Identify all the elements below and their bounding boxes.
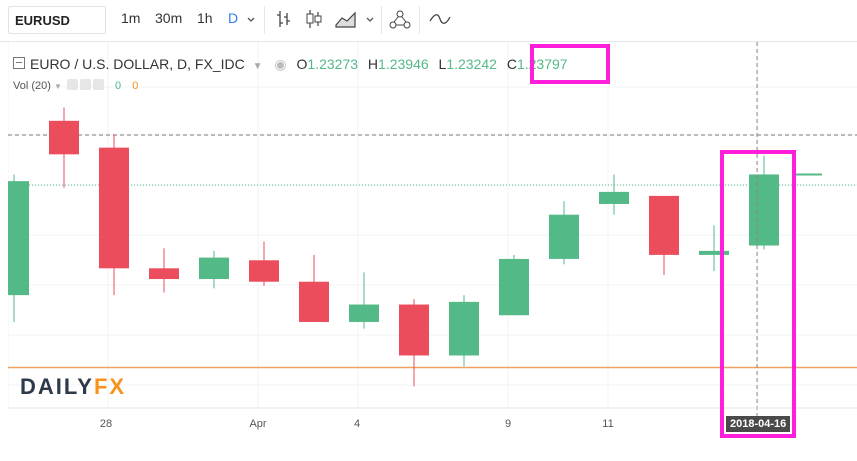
volume-ma-value: 0 <box>132 80 138 92</box>
volume-label: Vol (20) <box>13 80 51 92</box>
candle-body[interactable] <box>299 282 329 322</box>
candle-body[interactable] <box>49 121 79 155</box>
chevron-down-icon[interactable]: ▼ <box>54 82 62 91</box>
low-value: 1.23242 <box>446 56 497 72</box>
candle-body[interactable] <box>349 305 379 322</box>
candle-body[interactable] <box>8 181 29 295</box>
candle-body[interactable] <box>549 215 579 259</box>
x-tick-label: 9 <box>505 418 511 430</box>
indicators-icon[interactable] <box>388 9 412 36</box>
candle-body[interactable] <box>199 258 229 279</box>
candle-body[interactable] <box>399 305 429 356</box>
divider <box>381 6 382 34</box>
last-candle-highlight <box>720 150 796 438</box>
close-value-highlight <box>530 44 610 84</box>
candle-body[interactable] <box>249 260 279 281</box>
candle-body[interactable] <box>149 268 179 279</box>
chevron-down-icon[interactable] <box>365 12 375 30</box>
open-value: 1.23273 <box>307 56 358 72</box>
candle-body[interactable] <box>649 196 679 255</box>
compare-icon[interactable] <box>428 9 452 34</box>
divider <box>264 6 265 34</box>
candle-body[interactable] <box>599 192 629 204</box>
bar-style-icon[interactable] <box>276 9 292 34</box>
interval-30m-button[interactable]: 30m <box>155 10 182 26</box>
high-label: H <box>368 56 378 72</box>
logo-text-daily: DAILY <box>20 374 94 399</box>
x-tick-label: Apr <box>249 418 266 430</box>
logo-text-fx: FX <box>94 374 126 399</box>
collapse-icon[interactable] <box>13 57 25 69</box>
chart-toolbar: EURUSD 1m 30m 1h D <box>0 0 857 42</box>
symbol-search-input[interactable]: EURUSD <box>8 6 106 34</box>
candle-body[interactable] <box>99 148 129 269</box>
chevron-down-icon[interactable]: ▼ <box>253 61 263 72</box>
volume-value: 0 <box>115 80 121 92</box>
candles-icon[interactable] <box>305 9 323 34</box>
x-tick-label: 4 <box>354 418 360 430</box>
x-tick-label: 28 <box>100 418 112 430</box>
area-icon[interactable] <box>335 9 357 34</box>
dailyfx-logo: DAILYFX <box>20 374 126 400</box>
candle-body[interactable] <box>449 302 479 356</box>
divider <box>419 6 420 34</box>
high-value: 1.23946 <box>378 56 429 72</box>
interval-d-button[interactable]: D <box>228 10 238 26</box>
gear-icon[interactable] <box>80 79 91 90</box>
eye-icon[interactable]: ◉ <box>274 56 286 72</box>
interval-1h-button[interactable]: 1h <box>197 10 213 26</box>
chevron-down-icon[interactable] <box>246 12 256 30</box>
volume-legend: Vol (20) ▼ 0 0 <box>13 79 138 92</box>
close-icon[interactable] <box>93 79 104 90</box>
series-legend: EURO / U.S. DOLLAR, D, FX_IDC ▼ ◉ O1.232… <box>13 56 568 73</box>
interval-1m-button[interactable]: 1m <box>121 10 140 26</box>
series-title: EURO / U.S. DOLLAR, D, FX_IDC <box>30 56 245 72</box>
close-label: C <box>507 56 517 72</box>
eye-icon[interactable] <box>67 79 78 90</box>
x-tick-label: 11 <box>602 418 613 430</box>
open-label: O <box>297 56 308 72</box>
candle-body[interactable] <box>499 259 529 315</box>
